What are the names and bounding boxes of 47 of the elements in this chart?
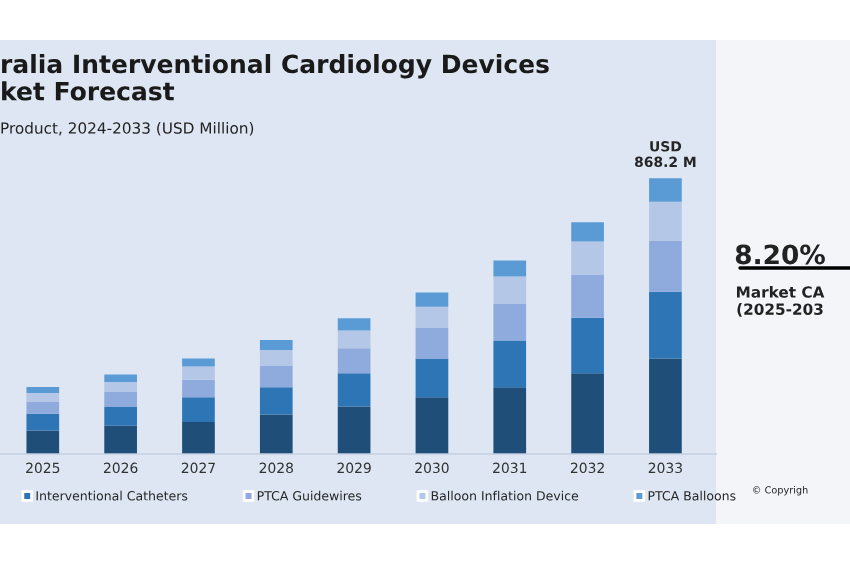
bar [493, 340, 527, 388]
bar [259, 366, 293, 388]
bar [26, 393, 60, 402]
bar [415, 306, 449, 328]
bar [337, 330, 371, 349]
bar [571, 274, 604, 318]
bar [337, 348, 371, 374]
bar [26, 430, 60, 454]
bar [104, 425, 137, 454]
bar [104, 374, 137, 382]
text: 8.20% [735, 244, 825, 265]
bar [337, 318, 371, 331]
bar [182, 379, 215, 398]
bar [649, 358, 682, 454]
bar [259, 340, 293, 350]
bar [415, 292, 449, 307]
bar [649, 201, 682, 241]
bar [571, 222, 604, 242]
bar [415, 358, 449, 398]
bar [493, 387, 527, 454]
bar [259, 350, 293, 366]
bar [182, 366, 215, 380]
bar [182, 422, 215, 454]
bar [337, 373, 371, 407]
bar [493, 276, 527, 304]
bar [259, 414, 293, 454]
bar [259, 387, 293, 415]
bar [182, 397, 215, 422]
bar [104, 382, 137, 392]
bar [649, 240, 682, 292]
bar [649, 178, 682, 202]
bar [26, 413, 60, 431]
bar [493, 260, 527, 277]
bar [337, 406, 371, 454]
bar [571, 317, 604, 374]
bar [182, 358, 215, 367]
bar [493, 303, 527, 341]
bar [26, 386, 60, 394]
bar [26, 401, 60, 414]
bar [649, 291, 682, 359]
bar [104, 406, 137, 426]
bar [415, 327, 449, 359]
bar [104, 391, 137, 407]
chart-title: ralia Interventional Cardiology Devices ket Forecast [2, 54, 549, 101]
bar [571, 241, 604, 275]
bar [415, 397, 449, 454]
bar [571, 373, 604, 454]
